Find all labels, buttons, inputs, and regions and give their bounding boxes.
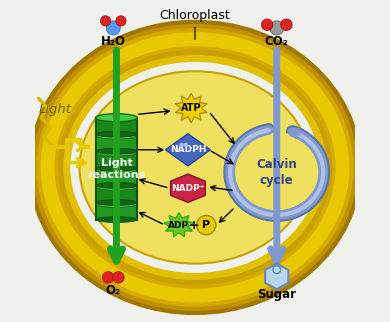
Polygon shape bbox=[164, 213, 194, 237]
Bar bbox=[96, 204, 137, 220]
Circle shape bbox=[113, 272, 124, 283]
Ellipse shape bbox=[96, 183, 137, 190]
Circle shape bbox=[106, 21, 120, 35]
Circle shape bbox=[183, 143, 188, 147]
Text: CO₂: CO₂ bbox=[265, 35, 289, 48]
Ellipse shape bbox=[96, 115, 137, 122]
Ellipse shape bbox=[96, 131, 137, 137]
Polygon shape bbox=[265, 264, 289, 289]
Bar bbox=[96, 136, 137, 151]
Text: ATP: ATP bbox=[181, 103, 202, 113]
Polygon shape bbox=[165, 134, 210, 166]
Ellipse shape bbox=[234, 132, 320, 212]
Text: P: P bbox=[202, 220, 210, 230]
Bar bbox=[96, 187, 137, 203]
Ellipse shape bbox=[80, 71, 310, 264]
Text: NADPH: NADPH bbox=[170, 145, 206, 154]
Polygon shape bbox=[170, 174, 205, 203]
Circle shape bbox=[179, 143, 184, 147]
Circle shape bbox=[116, 16, 126, 26]
Text: +: + bbox=[188, 219, 199, 232]
Text: NADP⁺: NADP⁺ bbox=[171, 184, 205, 193]
Ellipse shape bbox=[96, 200, 137, 207]
Bar bbox=[96, 170, 137, 185]
Ellipse shape bbox=[96, 183, 137, 188]
Ellipse shape bbox=[96, 149, 137, 156]
Text: Light
reactions: Light reactions bbox=[87, 158, 145, 180]
Ellipse shape bbox=[96, 114, 137, 122]
Ellipse shape bbox=[96, 166, 137, 171]
Ellipse shape bbox=[96, 148, 137, 154]
Circle shape bbox=[197, 215, 216, 235]
Text: Light: Light bbox=[39, 103, 72, 116]
Ellipse shape bbox=[96, 200, 137, 205]
Text: ADP: ADP bbox=[168, 221, 190, 230]
Ellipse shape bbox=[96, 217, 137, 223]
Bar bbox=[96, 118, 137, 134]
Text: Sugar: Sugar bbox=[257, 288, 296, 301]
Circle shape bbox=[280, 19, 292, 31]
Circle shape bbox=[261, 19, 273, 31]
Text: Calvin
cycle: Calvin cycle bbox=[256, 158, 297, 187]
Circle shape bbox=[270, 21, 284, 35]
Bar bbox=[96, 153, 137, 168]
Circle shape bbox=[273, 266, 280, 273]
Circle shape bbox=[102, 272, 114, 283]
Ellipse shape bbox=[96, 166, 137, 173]
Text: Chloroplast: Chloroplast bbox=[160, 9, 230, 40]
Text: H₂O: H₂O bbox=[101, 35, 126, 48]
Polygon shape bbox=[175, 93, 207, 123]
Ellipse shape bbox=[96, 132, 137, 139]
Bar bbox=[96, 118, 137, 220]
Text: O₂: O₂ bbox=[106, 284, 121, 298]
Circle shape bbox=[100, 16, 111, 26]
